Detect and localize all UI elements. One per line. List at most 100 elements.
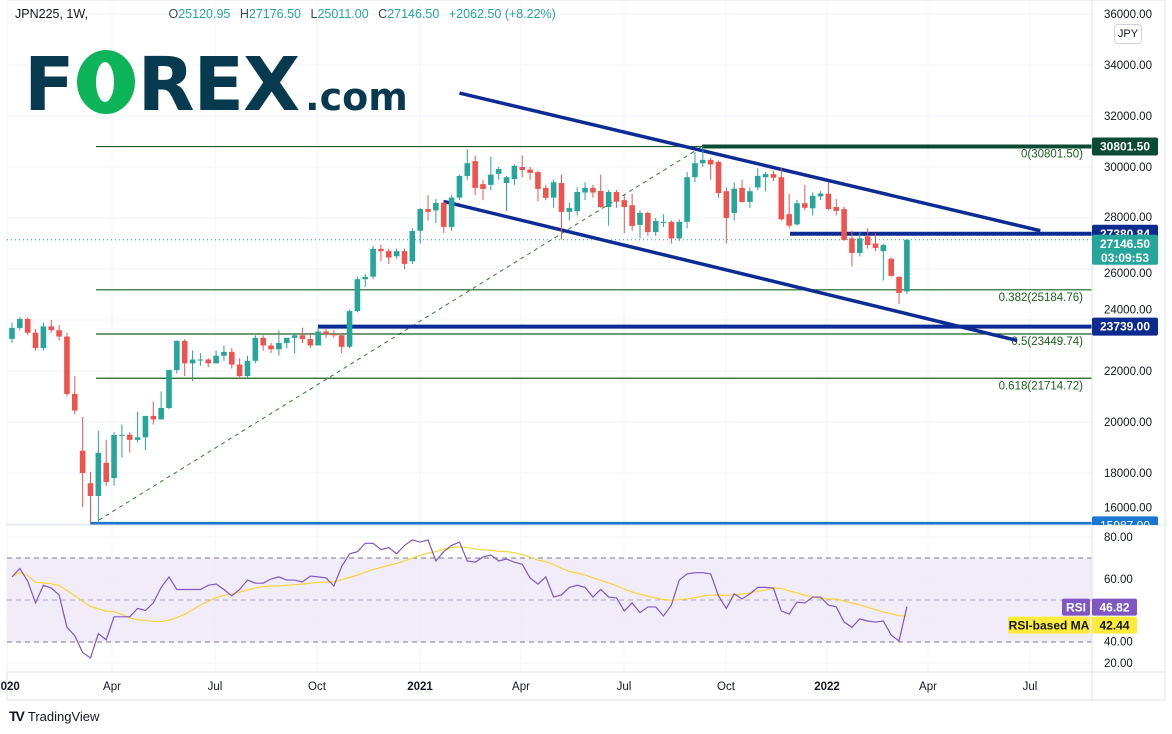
rsi-tick: 80.00 [1104, 532, 1133, 544]
candle [197, 353, 204, 366]
close-value: 27146.50 [387, 7, 440, 21]
fib-level-label: 0.618(21714.72) [999, 380, 1084, 392]
candle [448, 195, 455, 231]
candle [119, 424, 125, 458]
close-label: C [378, 7, 388, 21]
currency-badge[interactable]: JPY [1114, 24, 1142, 44]
tradingview-footer[interactable]: TV TradingView [9, 708, 99, 724]
candle [276, 330, 282, 356]
candle-body [252, 337, 259, 361]
time-tick: Oct [308, 681, 327, 693]
candle-body [134, 437, 141, 440]
candle [213, 350, 219, 364]
candle-body [433, 202, 439, 211]
candle [817, 191, 824, 201]
candle-body [158, 407, 164, 420]
candle-body [244, 360, 251, 377]
candle [762, 172, 769, 192]
candle [425, 195, 431, 221]
candle [370, 246, 376, 280]
candle-body [794, 203, 800, 225]
candle-body [315, 331, 321, 346]
axes: 36000.00 34000.00 32000.00 30000.00 28000.00… [0, 9, 1152, 693]
candle-body [480, 184, 486, 189]
candle-body [229, 351, 235, 365]
candle-body [40, 326, 47, 349]
candle-body [448, 197, 455, 227]
time-tick: 2022 [814, 681, 840, 693]
candle [645, 211, 651, 236]
low-label: L [310, 7, 318, 21]
candle [393, 248, 400, 259]
candle-body [32, 332, 39, 349]
candle-body [260, 337, 266, 346]
candle [323, 328, 329, 338]
candle [558, 174, 565, 240]
candle [597, 174, 604, 208]
candle [95, 430, 102, 524]
candle [283, 337, 290, 349]
candle [307, 332, 314, 349]
rsi-line [11, 539, 908, 659]
high-label: H [239, 7, 249, 21]
candle-body [338, 335, 345, 347]
candle-body [307, 339, 314, 346]
candle [79, 416, 86, 507]
candle-body [519, 167, 526, 171]
candle-body [166, 369, 172, 408]
candle-body [362, 276, 369, 280]
candle-body [150, 415, 157, 420]
candle [268, 342, 274, 354]
candle [550, 179, 557, 208]
rsi-name-label: RSI [1062, 598, 1090, 616]
candle-body [872, 243, 879, 249]
candle [291, 332, 298, 354]
candle [574, 187, 580, 216]
symbol-title: JPN225, 1W, [15, 7, 88, 21]
open-value: 25120.95 [178, 7, 231, 21]
fib-level-label: 0.5(23449.74) [1011, 336, 1083, 348]
rsi-ma-name-label: RSI-based MA [1008, 616, 1090, 634]
candle-body [511, 165, 518, 179]
candle [354, 276, 361, 313]
candle-body [425, 209, 431, 212]
rsi-value-label-text: 46.82 [1099, 601, 1129, 615]
candle-body [605, 191, 612, 208]
candle [236, 358, 243, 379]
candle-body [747, 191, 753, 202]
candle-body [535, 172, 541, 189]
time-tick: 2021 [407, 681, 433, 693]
candle-body [276, 342, 282, 350]
candle [346, 309, 353, 349]
price-tick: 18000.00 [1104, 468, 1152, 480]
candle-body [283, 337, 290, 343]
candle-body [87, 483, 94, 496]
candle [637, 210, 643, 239]
price-tick: 32000.00 [1104, 111, 1152, 123]
low-level-text: 15987.00 [1100, 518, 1150, 532]
candle [629, 193, 635, 231]
candle [613, 189, 620, 208]
time-tick: Oct [717, 681, 736, 693]
candle [700, 146, 706, 167]
candle-body [126, 434, 133, 440]
candle [32, 328, 39, 351]
candle-body [503, 177, 510, 184]
candle [684, 172, 690, 229]
candle-body [299, 335, 306, 340]
candle-body [707, 159, 714, 165]
candle-body [849, 238, 855, 253]
candle [174, 340, 180, 374]
candle-body [566, 208, 573, 212]
candle [181, 339, 188, 377]
candle [472, 155, 478, 196]
candle [229, 348, 235, 369]
time-tick: Apr [103, 681, 121, 693]
price-tick: 20000.00 [1104, 417, 1152, 429]
price-tick: 16000.00 [1104, 502, 1152, 514]
candle [849, 230, 855, 267]
candle-body [637, 212, 643, 225]
candle [386, 248, 392, 264]
candle [87, 471, 94, 524]
